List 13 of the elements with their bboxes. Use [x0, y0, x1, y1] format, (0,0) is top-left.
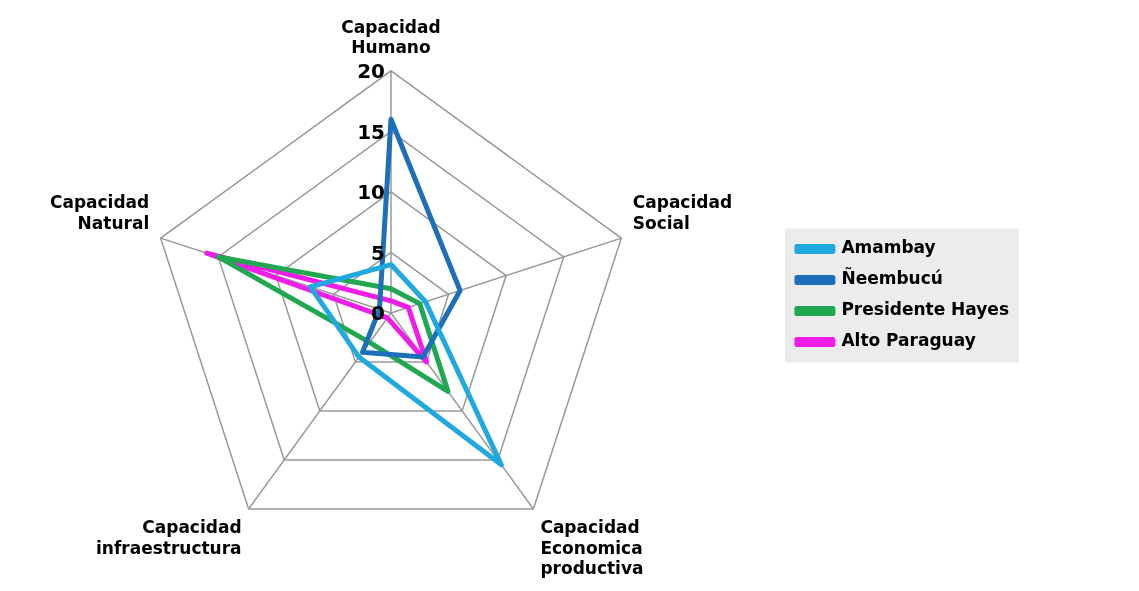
spoke-label: Capacidad Social [632, 192, 733, 233]
y-tick-label: 15 [357, 119, 385, 144]
legend-label: Alto Paraguay [841, 330, 976, 351]
legend-label: Ñeembucú [841, 266, 943, 289]
legend-label: Presidente Hayes [841, 299, 1010, 320]
spoke-label: Capacidad Humano [341, 16, 441, 58]
legend-label: Amambay [841, 237, 936, 258]
spoke-label: Capacidad infraestructura [95, 517, 242, 558]
spoke-label: Capacidad Economica productiva [540, 517, 644, 579]
y-tick-label: 20 [357, 59, 385, 83]
spoke-label: Capacidad Natural [49, 192, 150, 233]
y-tick-label: 10 [357, 180, 385, 205]
y-tick-label: 0 [371, 301, 385, 326]
